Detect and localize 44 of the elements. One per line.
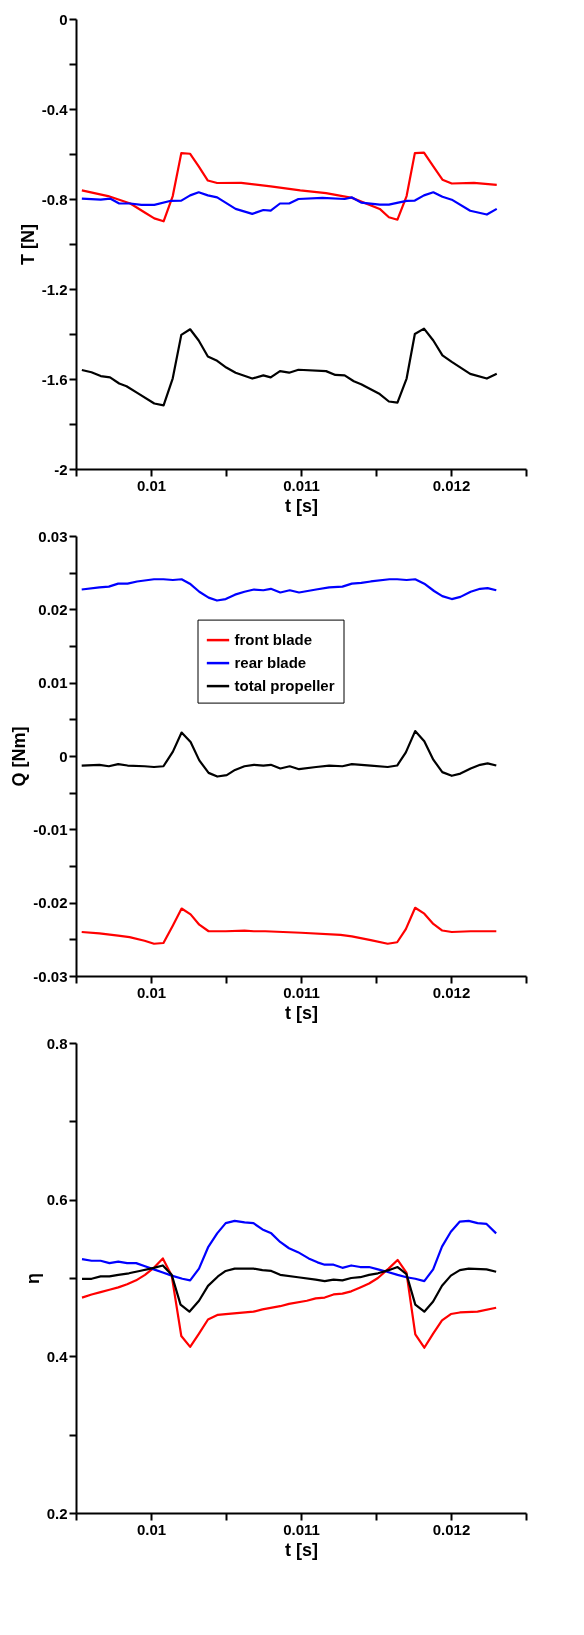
y-tick-label: -2 — [54, 460, 68, 478]
x-axis-title: t [s] — [285, 1002, 318, 1023]
x-tick-label: 0.011 — [283, 476, 320, 494]
y-tick-label: -0.4 — [41, 100, 69, 118]
x-tick-label: 0.012 — [432, 1520, 471, 1538]
y-tick-label: -0.8 — [41, 190, 68, 208]
y-tick-label: 0.03 — [38, 527, 68, 545]
x-tick-label: 0.01 — [136, 1520, 167, 1538]
y-tick-label: -0.01 — [33, 820, 68, 838]
y-tick-label: -1.2 — [41, 280, 68, 298]
y-tick-label: 0.2 — [46, 1504, 68, 1522]
x-tick-label: 0.011 — [283, 983, 320, 1001]
x-axis-title: t [s] — [285, 495, 318, 516]
line-series — [80, 906, 498, 945]
line-series — [80, 151, 498, 223]
line-series — [80, 191, 498, 216]
legend-label: rear blade — [234, 654, 307, 672]
line-series — [80, 729, 498, 778]
y-axis-title: η — [22, 1273, 43, 1284]
legend-label: front blade — [234, 631, 312, 649]
x-tick-label: 0.012 — [432, 983, 471, 1001]
y-tick-label: -1.6 — [41, 370, 68, 388]
y-tick-label: 0 — [59, 747, 68, 765]
y-tick-label: 0.01 — [38, 674, 68, 692]
y-tick-label: 0.02 — [38, 600, 68, 618]
y-tick-label: 0.6 — [46, 1191, 68, 1209]
line-series — [80, 327, 498, 407]
x-tick-label: 0.012 — [432, 476, 471, 494]
line-series — [80, 1264, 498, 1313]
y-tick-label: 0.8 — [46, 1034, 68, 1052]
y-tick-label: 0.4 — [46, 1347, 69, 1365]
y-axis-title: T [N] — [17, 224, 38, 265]
x-tick-label: 0.01 — [136, 983, 167, 1001]
x-tick-label: 0.011 — [283, 1520, 320, 1538]
y-tick-label: 0 — [59, 10, 68, 28]
line-series — [80, 1219, 498, 1283]
x-tick-label: 0.01 — [136, 476, 167, 494]
line-series — [80, 1257, 498, 1349]
legend-label: total propeller — [234, 677, 335, 695]
y-tick-label: -0.03 — [33, 967, 68, 985]
y-tick-label: -0.02 — [33, 894, 68, 912]
line-series — [80, 578, 498, 602]
x-axis-title: t [s] — [285, 1539, 318, 1560]
y-axis-title: Q [Nm] — [9, 726, 30, 787]
